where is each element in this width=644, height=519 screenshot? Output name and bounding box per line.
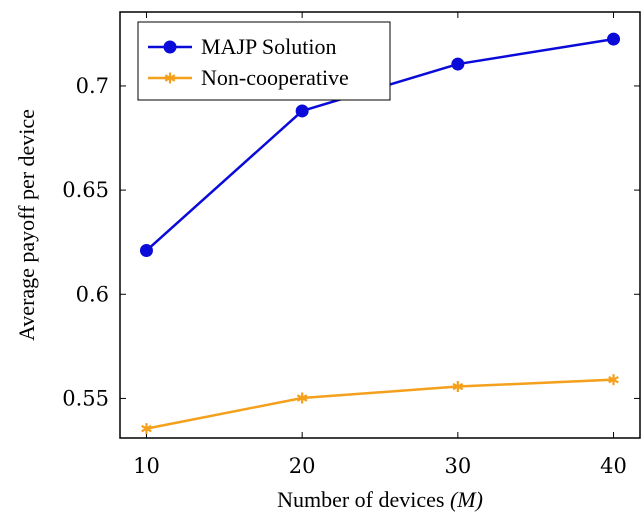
legend: MAJP Solution Non-cooperative bbox=[137, 21, 391, 101]
data-point-non-cooperative bbox=[296, 392, 308, 404]
x-tick-label: 30 bbox=[444, 454, 471, 478]
legend-marker-noncoop bbox=[164, 72, 176, 84]
asterisk-stroke bbox=[296, 394, 308, 402]
x-tick-label: 20 bbox=[289, 454, 316, 478]
data-point-majp-solution bbox=[295, 104, 309, 118]
asterisk-stroke bbox=[452, 382, 464, 391]
legend-label-noncoop: Non-cooperative bbox=[201, 65, 349, 90]
y-tick-label: 0.65 bbox=[62, 178, 109, 202]
asterisk-stroke bbox=[141, 424, 152, 433]
x-axis-label: Number of devices (M) bbox=[277, 487, 483, 512]
data-point-majp-solution bbox=[451, 57, 465, 71]
data-point-non-cooperative bbox=[608, 374, 619, 386]
x-tick-label: 40 bbox=[600, 454, 627, 478]
legend-box bbox=[137, 21, 391, 101]
data-point-majp-solution bbox=[607, 32, 621, 46]
x-tick-label: 10 bbox=[133, 454, 160, 478]
data-point-majp-solution bbox=[139, 244, 153, 258]
x-axis-ticks: 10 20 30 40 bbox=[133, 12, 627, 478]
asterisk-stroke bbox=[608, 375, 619, 384]
y-axis-ticks: 0.55 0.6 0.65 0.7 bbox=[62, 74, 640, 410]
y-axis-label: Average payoff per device bbox=[14, 109, 39, 341]
legend-marker-majp bbox=[163, 40, 177, 54]
series-line-non-cooperative bbox=[146, 378, 614, 430]
legend-entry-noncoop: Non-cooperative bbox=[148, 65, 349, 90]
y-tick-label: 0.7 bbox=[76, 74, 109, 98]
asterisk-stroke bbox=[164, 74, 176, 82]
data-point-non-cooperative bbox=[452, 381, 464, 393]
y-tick-label: 0.55 bbox=[62, 386, 109, 410]
legend-label-majp: MAJP Solution bbox=[201, 34, 337, 59]
legend-entry-majp: MAJP Solution bbox=[148, 34, 337, 59]
y-tick-label: 0.6 bbox=[76, 282, 109, 306]
data-point-non-cooperative bbox=[141, 423, 152, 435]
legend-asterisk-glyph bbox=[164, 72, 176, 84]
